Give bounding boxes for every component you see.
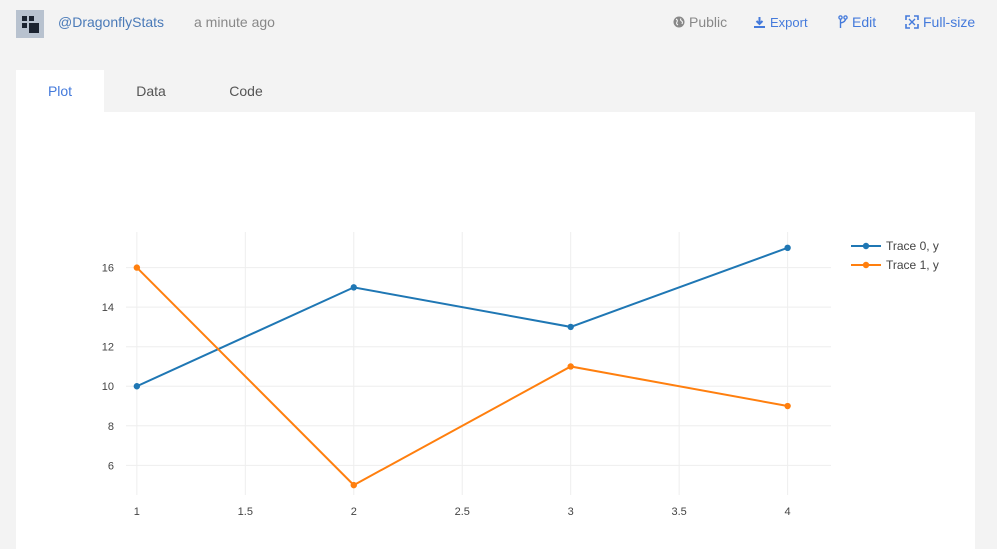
edit-button[interactable]: Edit [838,14,876,30]
x-tick-label: 1.5 [238,506,253,518]
fork-icon [838,15,848,28]
tab-data[interactable]: Data [136,83,166,99]
data-point[interactable] [350,481,357,489]
plot-panel: 1 1.5 2 2.5 3 3.5 4 6 8 10 12 14 16 Trace 0, y Trace… [16,112,975,549]
fullsize-button[interactable]: Full-size [905,14,975,30]
x-tick-label: 3 [568,506,574,518]
series-lines [133,244,791,489]
export-label: Export [770,15,808,30]
y-tick-label: 10 [102,381,114,393]
legend-item-label[interactable]: Trace 1, y [886,258,939,272]
tab-plot[interactable]: Plot [16,70,104,112]
data-point[interactable] [784,402,791,410]
x-tick-label: 3.5 [672,506,687,518]
x-tick-label: 4 [785,506,791,518]
y-tick-label: 12 [102,342,114,354]
timestamp: a minute ago [194,14,275,30]
expand-icon [905,15,919,29]
globe-icon [673,16,685,28]
x-tick-label: 1 [134,506,140,518]
data-point[interactable] [567,363,574,370]
y-axis-ticks: 6 8 10 12 14 16 [102,263,114,473]
username-link[interactable]: @DragonflyStats [58,14,165,30]
data-point[interactable] [350,284,357,291]
avatar[interactable] [16,10,44,38]
public-status[interactable]: Public [673,14,727,30]
data-point[interactable] [133,264,141,271]
y-tick-label: 6 [108,460,114,472]
data-point[interactable] [784,244,791,252]
edit-label: Edit [852,14,877,30]
legend-swatch-marker [862,242,870,250]
x-axis-ticks: 1 1.5 2 2.5 3 3.5 4 [134,506,791,518]
grid-lines [126,232,831,495]
fullsize-label: Full-size [923,14,976,30]
public-label: Public [689,14,728,30]
y-tick-label: 14 [102,302,114,314]
legend-swatch-marker [862,261,870,269]
series-line-0[interactable] [136,246,788,388]
legend[interactable]: Trace 0, y Trace 1, y [851,239,939,272]
tab-code[interactable]: Code [229,83,263,99]
export-button[interactable]: Export [753,15,808,30]
x-tick-label: 2 [351,506,357,518]
top-bar: @DragonflyStats a minute ago Public Expo… [0,0,997,48]
legend-item-label[interactable]: Trace 0, y [886,239,939,253]
download-icon [754,17,765,28]
data-point[interactable] [567,323,574,331]
series-line-1[interactable] [136,266,788,487]
data-point[interactable] [133,383,141,390]
y-tick-label: 8 [108,421,114,433]
x-tick-label: 2.5 [455,506,470,518]
y-tick-label: 16 [102,263,114,275]
